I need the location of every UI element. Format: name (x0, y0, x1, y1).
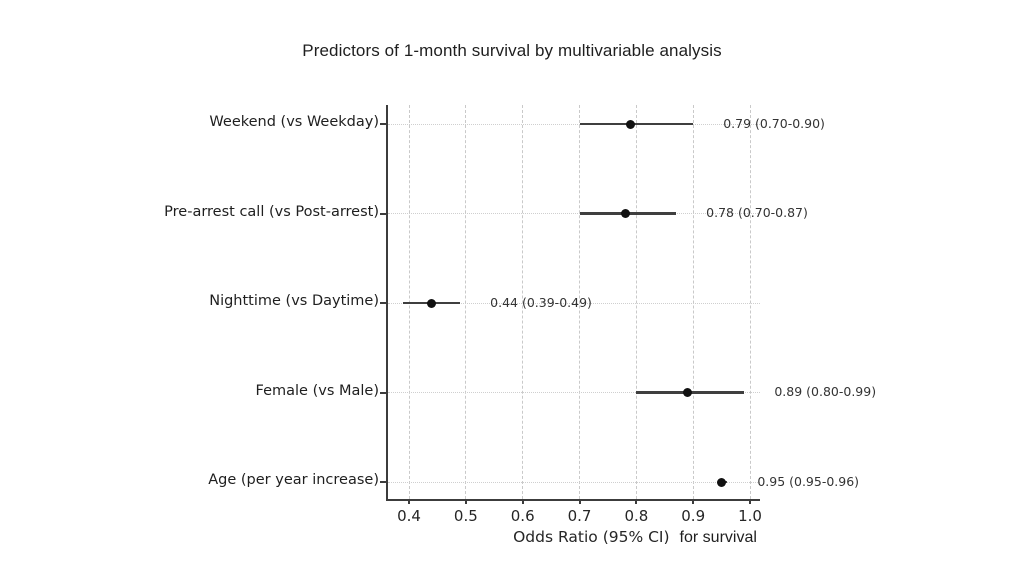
row-label: Age (per year increase) (208, 472, 379, 488)
chart-title: Predictors of 1-month survival by multiv… (302, 41, 722, 60)
x-axis-tick-label: 1.0 (738, 507, 762, 525)
x-gridline (522, 105, 524, 499)
row-label: Pre-arrest call (vs Post-arrest) (164, 203, 379, 220)
x-axis-label: Odds Ratio (95% CI) for survival (513, 528, 757, 547)
y-axis-tick (380, 212, 386, 215)
x-axis-tick-label: 0.5 (453, 507, 478, 525)
y-gridline (388, 123, 760, 125)
x-axis-tick (408, 499, 411, 504)
plot-area: Odds Ratio (95% CI) for survival 0.4 0.5 0… (164, 105, 876, 546)
x-axis-tick (635, 499, 638, 504)
y-gridline (388, 392, 760, 393)
or-point (427, 298, 437, 308)
x-gridline (465, 105, 467, 499)
x-gridline (635, 105, 637, 499)
row-label: Female (vs Male) (255, 382, 379, 399)
or-annotation: 0.95 (0.95-0.96) (757, 473, 860, 489)
x-gridline (692, 105, 694, 499)
row-label: Nighttime (vs Daytime) (209, 293, 379, 309)
x-axis-tick (464, 499, 467, 504)
x-axis-tick (521, 499, 524, 504)
or-annotation: 0.78 (0.70-0.87) (706, 205, 808, 220)
x-axis-tick (749, 499, 752, 504)
row-label: Weekend (vs Weekday) (209, 114, 379, 130)
or-point (717, 477, 727, 487)
y-axis-tick (380, 481, 386, 483)
x-axis-tick-label: 0.6 (510, 507, 535, 525)
or-point (620, 209, 630, 218)
y-axis-tick (380, 391, 386, 394)
x-axis-label-suffix: for survival (679, 529, 757, 546)
or-point (626, 119, 636, 129)
x-axis-tick-label: 0.7 (567, 507, 592, 525)
y-gridline (388, 481, 760, 483)
or-annotation: 0.44 (0.39-0.49) (490, 294, 592, 310)
y-axis-tick (380, 123, 386, 125)
x-axis-tick-label: 0.9 (681, 507, 706, 525)
or-annotation: 0.79 (0.70-0.90) (723, 115, 825, 131)
x-gridline (579, 105, 581, 499)
x-axis-tick (578, 499, 581, 504)
y-gridline (388, 302, 760, 304)
y-axis-tick (380, 302, 386, 304)
or-point (683, 388, 693, 397)
x-axis-tick-label: 0.8 (624, 507, 649, 525)
x-axis-tick (692, 499, 695, 504)
y-gridline (388, 213, 760, 214)
or-annotation: 0.89 (0.80-0.99) (774, 384, 877, 399)
x-axis-label-main: Odds Ratio (95% CI) (513, 528, 670, 546)
x-gridline (749, 105, 751, 499)
ci-line (579, 122, 694, 126)
x-axis-tick-label: 0.4 (397, 507, 421, 525)
